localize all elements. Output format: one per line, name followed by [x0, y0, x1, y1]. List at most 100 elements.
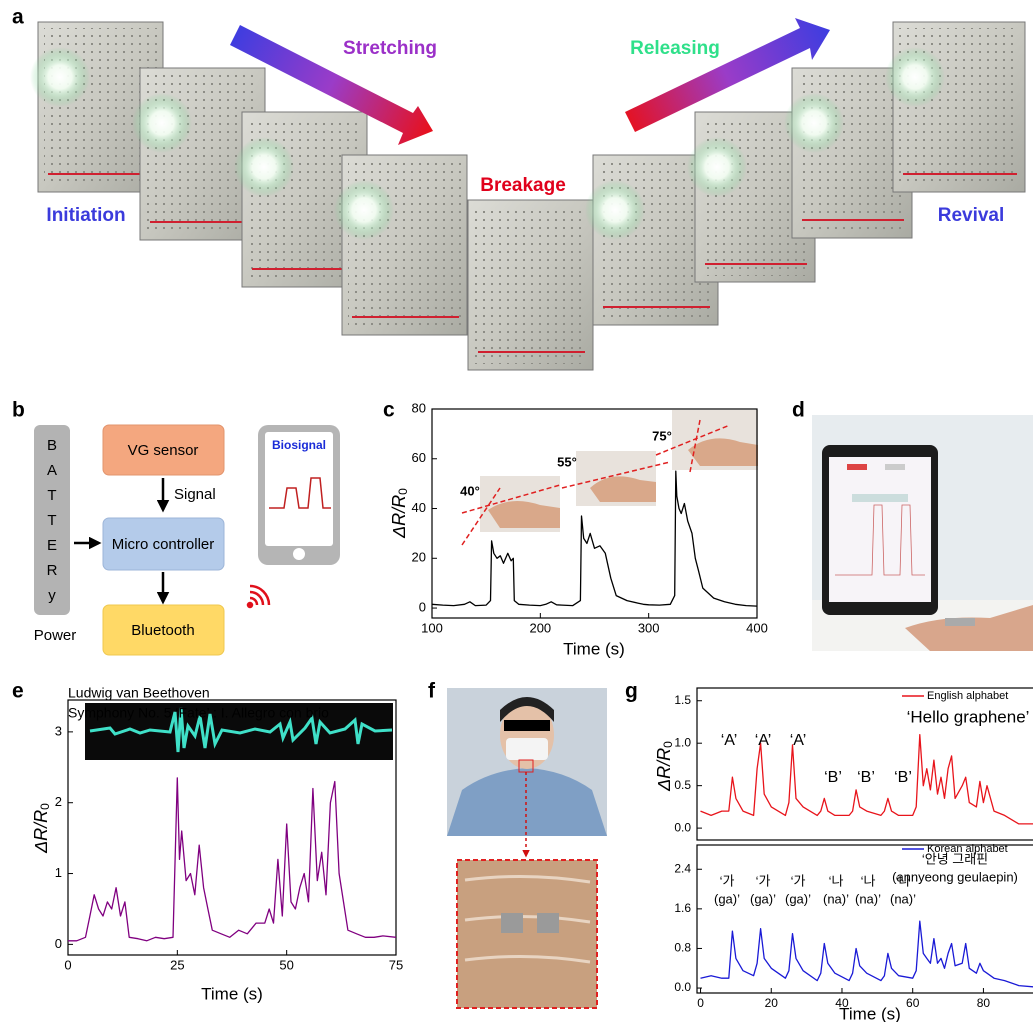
battery-letter: T	[47, 487, 56, 504]
panel-label: d	[792, 399, 805, 422]
panel-label: f	[428, 680, 436, 703]
y-tick-label: 60	[412, 450, 426, 465]
panel-label: b	[12, 399, 25, 422]
battery-letters: BATTERy	[47, 437, 58, 604]
stage-label: Stretching	[343, 38, 437, 59]
led-glow	[784, 93, 844, 153]
battery-letter: E	[47, 537, 57, 554]
y-tick-label: 80	[412, 400, 426, 415]
annotation: (na)’	[855, 891, 881, 906]
stage-label: Revival	[938, 205, 1005, 226]
led-glow	[885, 47, 945, 107]
y-axis-label-subscript: 0	[661, 741, 675, 748]
vg-sensor-label: VG sensor	[128, 442, 199, 459]
led-glow	[687, 137, 747, 197]
x-tick-label: 60	[906, 996, 920, 1010]
bluetooth-label: Bluetooth	[131, 622, 194, 639]
annotation: ‘B’	[824, 769, 842, 786]
annotation: 55°	[557, 454, 577, 469]
wireless-icon	[248, 586, 269, 607]
panel-label: g	[625, 680, 638, 703]
panel-label: c	[383, 399, 395, 422]
led-glow	[234, 137, 294, 197]
annotation: (ga)’	[714, 891, 740, 906]
x-tick-label: 25	[170, 957, 184, 972]
x-axis-label: Time (s)	[201, 984, 263, 1003]
signal-label: Signal	[174, 486, 216, 503]
y-tick-label: 0	[419, 599, 426, 614]
phone-label: Biosignal	[272, 438, 326, 452]
annotation: 75°	[652, 428, 672, 443]
y-tick-label: 40	[412, 500, 426, 515]
annotation: ‘안녕 그래핀	[922, 851, 988, 866]
panel-label: a	[12, 6, 24, 29]
y-tick-label: 0.8	[674, 941, 691, 955]
annotation: (na)’	[890, 891, 916, 906]
battery-letter: y	[48, 587, 56, 604]
y-tick-label: 2.4	[674, 861, 691, 875]
y-tick-label: 0	[55, 936, 62, 951]
led-glow	[30, 47, 90, 107]
neck-photo	[457, 860, 597, 1008]
x-tick-label: 400	[746, 620, 768, 635]
x-tick-label: 300	[638, 620, 660, 635]
stage-label: Breakage	[480, 175, 566, 196]
y-axis-label-subscript: 0	[38, 803, 52, 810]
battery-letter: B	[47, 437, 57, 454]
x-tick-label: 75	[389, 957, 403, 972]
y-tick-label: 3	[55, 723, 62, 738]
x-tick-label: 200	[529, 620, 551, 635]
battery-letter: A	[47, 462, 57, 479]
chart-title: Ludwig van Beethoven	[68, 685, 210, 701]
stage-label: Initiation	[46, 205, 125, 226]
panel-label: e	[12, 680, 24, 703]
y-axis-label-main: ΔR/R	[654, 748, 674, 792]
micro-controller-label: Micro controller	[112, 536, 215, 553]
annotation: ‘A’	[755, 732, 772, 749]
y-tick-label: 20	[412, 550, 426, 565]
annotation: 40°	[460, 483, 480, 498]
y-axis-label-main: ΔR/R	[389, 495, 409, 539]
x-tick-label: 0	[697, 996, 704, 1010]
led-glow	[334, 180, 394, 240]
y-tick-label: 0.0	[674, 820, 691, 834]
x-tick-label: 50	[279, 957, 293, 972]
x-tick-label: 0	[64, 957, 71, 972]
annotation: ‘가	[720, 873, 735, 888]
annotation: (annyeong geulaepin)	[892, 869, 1018, 884]
annotation: ‘B’	[894, 769, 912, 786]
annotation: (ga)’	[785, 891, 811, 906]
phone-button	[293, 548, 305, 560]
battery-letter: R	[47, 562, 58, 579]
annotation: ‘나	[861, 873, 876, 888]
annotation: (na)’	[823, 891, 849, 906]
figure: a b c d e f g Initiation Stretching Brea…	[0, 0, 1033, 1022]
x-tick-label: 80	[977, 996, 991, 1010]
y-tick-label: 2	[55, 794, 62, 809]
x-tick-label: 100	[421, 620, 443, 635]
led-glow	[132, 93, 192, 153]
photo-holes	[474, 206, 587, 364]
led-glow	[585, 180, 645, 240]
data-line	[701, 921, 1033, 987]
annotation: ‘A’	[790, 732, 807, 749]
y-tick-label: 0.5	[674, 778, 691, 792]
y-axis-label: ΔR/R0	[31, 803, 52, 854]
person-photo	[447, 688, 607, 836]
power-label: Power	[34, 627, 77, 644]
annotation: ‘Hello graphene’	[907, 707, 1030, 726]
legend-label: English alphabet	[927, 690, 1008, 702]
y-tick-label: 1.0	[674, 735, 691, 749]
y-axis-label-main: ΔR/R	[31, 810, 51, 854]
y-tick-label: 1.6	[674, 901, 691, 915]
x-tick-label: 20	[765, 996, 779, 1010]
y-tick-label: 1	[55, 865, 62, 880]
chart-title: Symphony No. 5 ‘Fate’ : I. Allegro con b…	[68, 705, 329, 721]
y-axis-label: ΔR/R0	[654, 741, 675, 792]
y-axis-label: ΔR/R0	[389, 488, 410, 539]
y-tick-label: 0.0	[674, 980, 691, 994]
y-tick-label: 1.5	[674, 693, 691, 707]
annotation: ‘가	[756, 873, 771, 888]
battery-letter: T	[47, 512, 56, 529]
tablet-photo	[812, 415, 1033, 651]
